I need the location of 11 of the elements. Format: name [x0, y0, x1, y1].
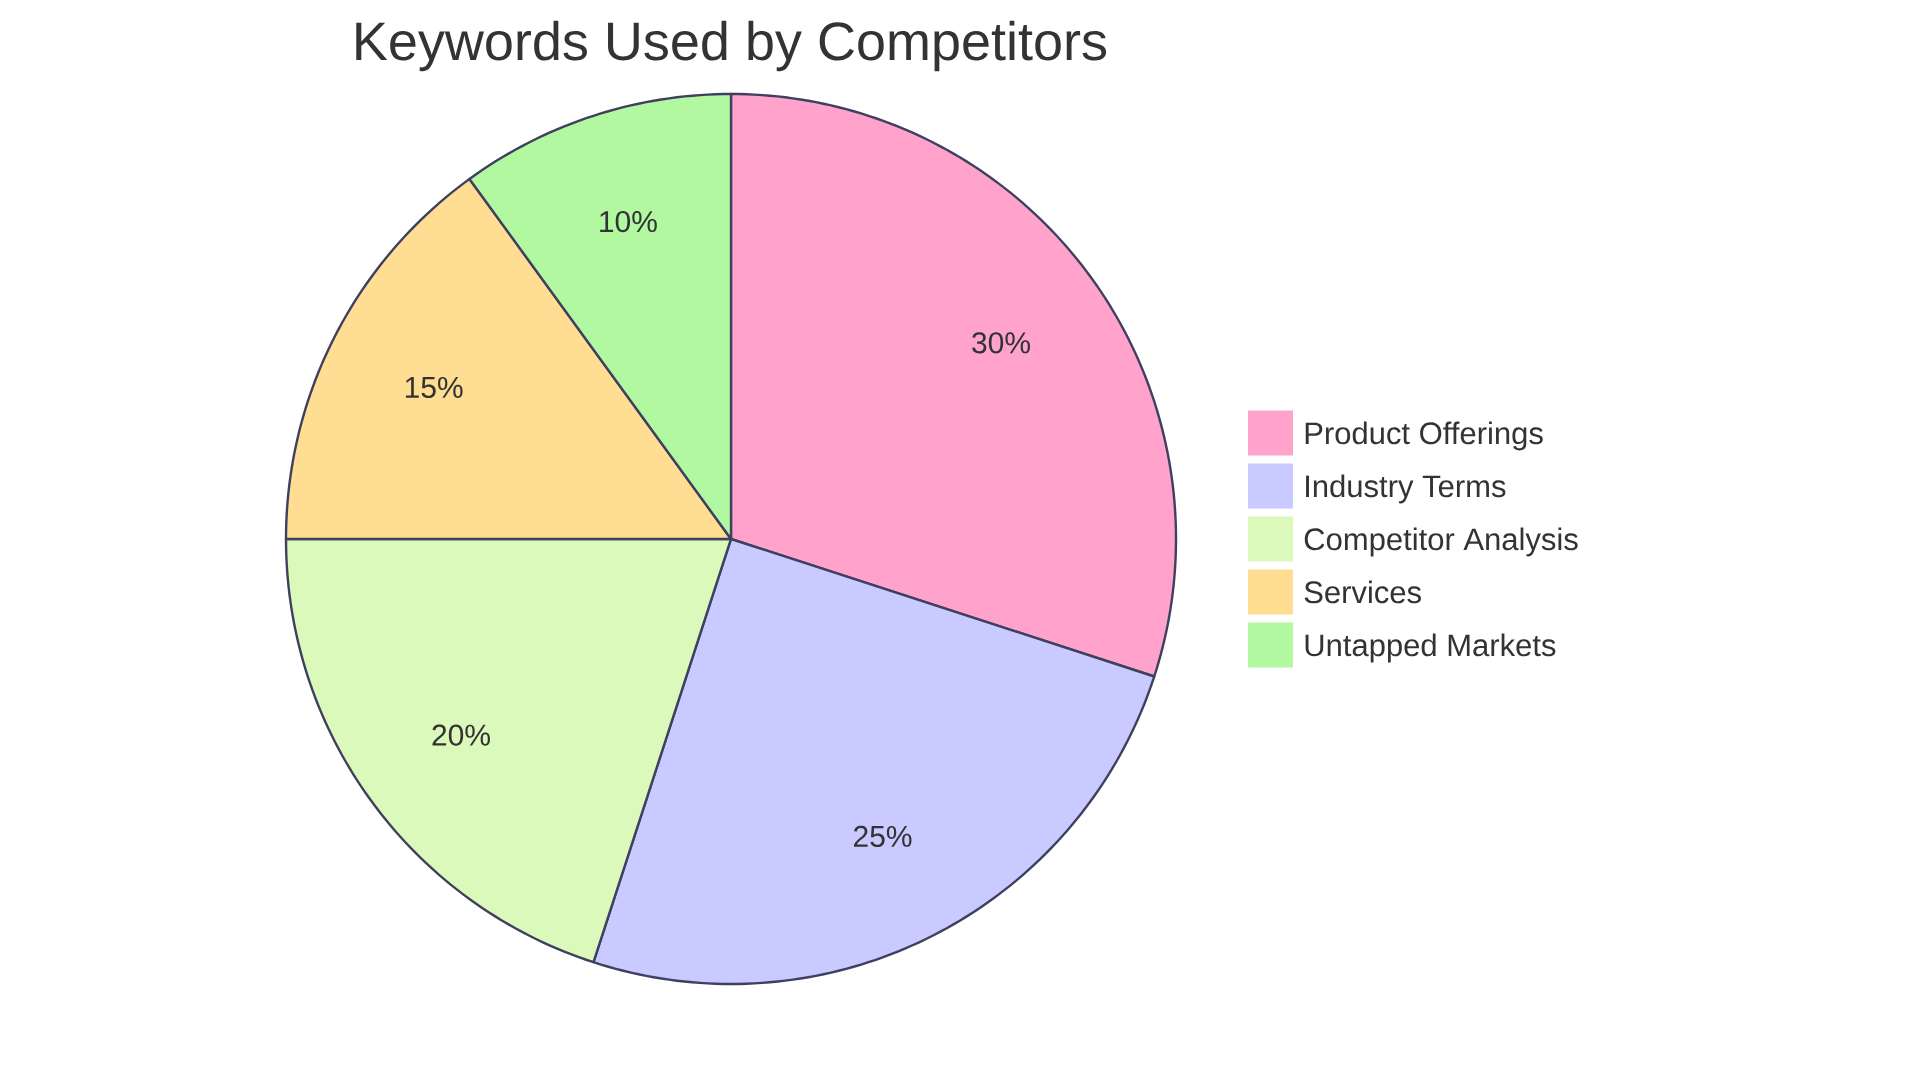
chart-title: Keywords Used by Competitors — [356, 20, 1107, 72]
data-label: 10% — [600, 210, 657, 233]
legend-label: Services — [1304, 580, 1421, 604]
legend-label: Product Offerings — [1305, 421, 1543, 451]
legend-label: Industry Terms — [1306, 474, 1506, 504]
data-label: 25% — [854, 825, 912, 847]
data-label: 20% — [432, 724, 490, 746]
data-label: 30% — [972, 332, 1030, 354]
data-label: 15% — [405, 376, 463, 399]
legend-label: Untapped Markets — [1305, 633, 1556, 663]
legend-label: Competitor Analysis — [1304, 527, 1578, 557]
